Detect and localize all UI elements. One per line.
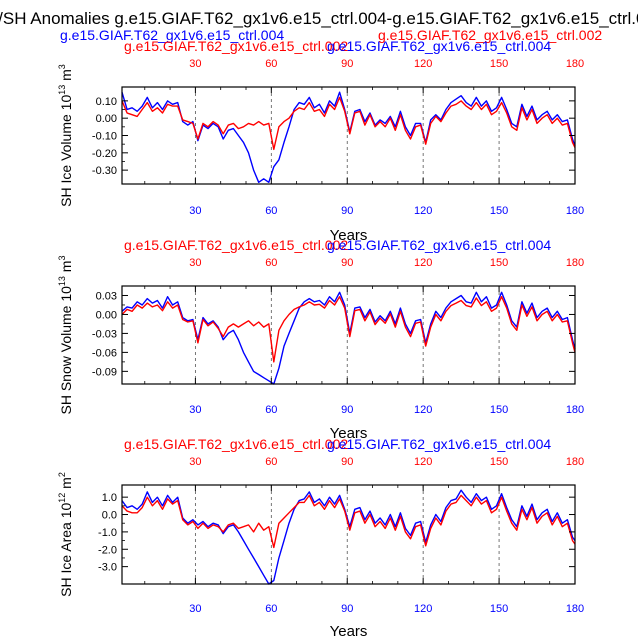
x-tick-label-bottom: 120 (414, 404, 432, 416)
x-tick-label-top: 180 (566, 58, 584, 70)
series-line-red (121, 96, 576, 151)
chart-panel-3: 1.0 0.0 -1.0 -2.0 -3.0 30 30 60 60 90 90 120 120 150 1… (57, 436, 584, 638)
x-tick-label-top: 60 (265, 58, 277, 70)
x-tick-label-bottom: 90 (341, 603, 353, 615)
series-line-blue (121, 489, 576, 585)
x-axis-title: Years (330, 425, 368, 442)
x-tick-label-bottom: 90 (341, 205, 353, 217)
x-tick-label-bottom: 30 (189, 205, 201, 217)
panel-red-run-label: g.e15.GIAF.T62_gx1v6.e15_ctrl.002 (124, 436, 348, 452)
x-tick-label-top: 150 (490, 456, 508, 468)
y-axis-title: SH Snow Volume 1013 m3 (57, 256, 74, 415)
x-tick-label-bottom: 120 (414, 205, 432, 217)
panel-red-run-label: g.e15.GIAF.T62_gx1v6.e15_ctrl.002 (124, 38, 348, 54)
plot-frame (121, 484, 576, 585)
y-tick-label: -0.20 (92, 148, 117, 160)
plot-frame (121, 285, 576, 385)
y-tick-label: 1.0 (102, 492, 117, 504)
x-tick-label-top: 180 (566, 257, 584, 269)
x-tick-label-bottom: 60 (265, 404, 277, 416)
chart-panel-1: 0.10 0.00 -0.10 -0.20 -0.30 30 30 60 60 90 90 120 12… (57, 38, 584, 244)
top-left-label: g.e15.GIAF.T62_gx1v6.e15_ctrl.004 (60, 27, 284, 43)
x-tick-label-bottom: 60 (265, 603, 277, 615)
y-axis-title: SH Ice Area 1012 m2 (57, 472, 74, 597)
x-tick-label-bottom: 150 (490, 404, 508, 416)
x-tick-label-bottom: 30 (189, 603, 201, 615)
x-tick-label-bottom: 180 (566, 603, 584, 615)
panel-blue-run-label: g.e15.GIAF.T62_gx1v6.e15_ctrl.004 (327, 38, 551, 54)
x-tick-label-top: 120 (414, 456, 432, 468)
x-tick-label-top: 30 (189, 58, 201, 70)
x-tick-label-bottom: 180 (566, 205, 584, 217)
x-tick-label-top: 60 (265, 456, 277, 468)
x-tick-label-top: 90 (341, 58, 353, 70)
chart-panel-2: 0.03 0.00 -0.03 -0.06 -0.09 30 30 60 60 90 90 120 12… (57, 237, 584, 442)
x-tick-label-bottom: 90 (341, 404, 353, 416)
x-tick-label-bottom: 180 (566, 404, 584, 416)
series-line-blue (121, 291, 576, 385)
x-tick-label-top: 60 (265, 257, 277, 269)
panel-red-run-label: g.e15.GIAF.T62_gx1v6.e15_ctrl.002 (124, 237, 348, 253)
x-tick-label-bottom: 60 (265, 205, 277, 217)
y-tick-label: 0.00 (96, 113, 117, 125)
y-tick-label: -3.0 (98, 562, 117, 574)
y-tick-label: -1.0 (98, 527, 117, 539)
plot-frame (121, 86, 576, 185)
top-right-label: g.e15.GIAF.T62_gx1v6.e15_ctrl.002 (378, 27, 602, 43)
y-tick-label: -2.0 (98, 544, 117, 556)
x-tick-label-bottom: 150 (490, 603, 508, 615)
x-axis-title: Years (330, 227, 368, 244)
y-tick-label: -0.09 (92, 366, 117, 378)
y-tick-label: 0.03 (96, 290, 117, 302)
series-line-red (121, 296, 576, 363)
y-tick-label: 0.10 (96, 96, 117, 108)
x-tick-label-top: 120 (414, 58, 432, 70)
panels: 0.10 0.00 -0.10 -0.20 -0.30 30 30 60 60 90 90 120 12… (57, 38, 584, 638)
x-tick-label-top: 120 (414, 257, 432, 269)
x-tick-label-top: 30 (189, 456, 201, 468)
x-tick-label-top: 90 (341, 257, 353, 269)
series-line-blue (121, 91, 576, 183)
y-axis-title: SH Ice Volume 1013 m3 (57, 64, 74, 207)
series-line-red (121, 494, 576, 549)
x-tick-label-top: 180 (566, 456, 584, 468)
x-tick-label-bottom: 150 (490, 205, 508, 217)
x-tick-label-top: 150 (490, 257, 508, 269)
x-tick-label-top: 150 (490, 58, 508, 70)
figure-title: NH/SH Anomalies g.e15.GIAF.T62_gx1v6.e15… (0, 9, 638, 28)
y-tick-label: -0.03 (92, 328, 117, 340)
x-tick-label-top: 90 (341, 456, 353, 468)
x-tick-label-bottom: 120 (414, 603, 432, 615)
y-tick-label: -0.06 (92, 347, 117, 359)
y-tick-label: -0.10 (92, 131, 117, 143)
panel-blue-run-label: g.e15.GIAF.T62_gx1v6.e15_ctrl.004 (327, 436, 551, 452)
x-tick-label-bottom: 30 (189, 404, 201, 416)
panel-blue-run-label: g.e15.GIAF.T62_gx1v6.e15_ctrl.004 (327, 237, 551, 253)
x-axis-title: Years (330, 623, 368, 638)
x-tick-label-top: 30 (189, 257, 201, 269)
y-tick-label: 0.00 (96, 309, 117, 321)
y-tick-label: 0.0 (102, 510, 117, 522)
y-tick-label: -0.30 (92, 165, 117, 177)
